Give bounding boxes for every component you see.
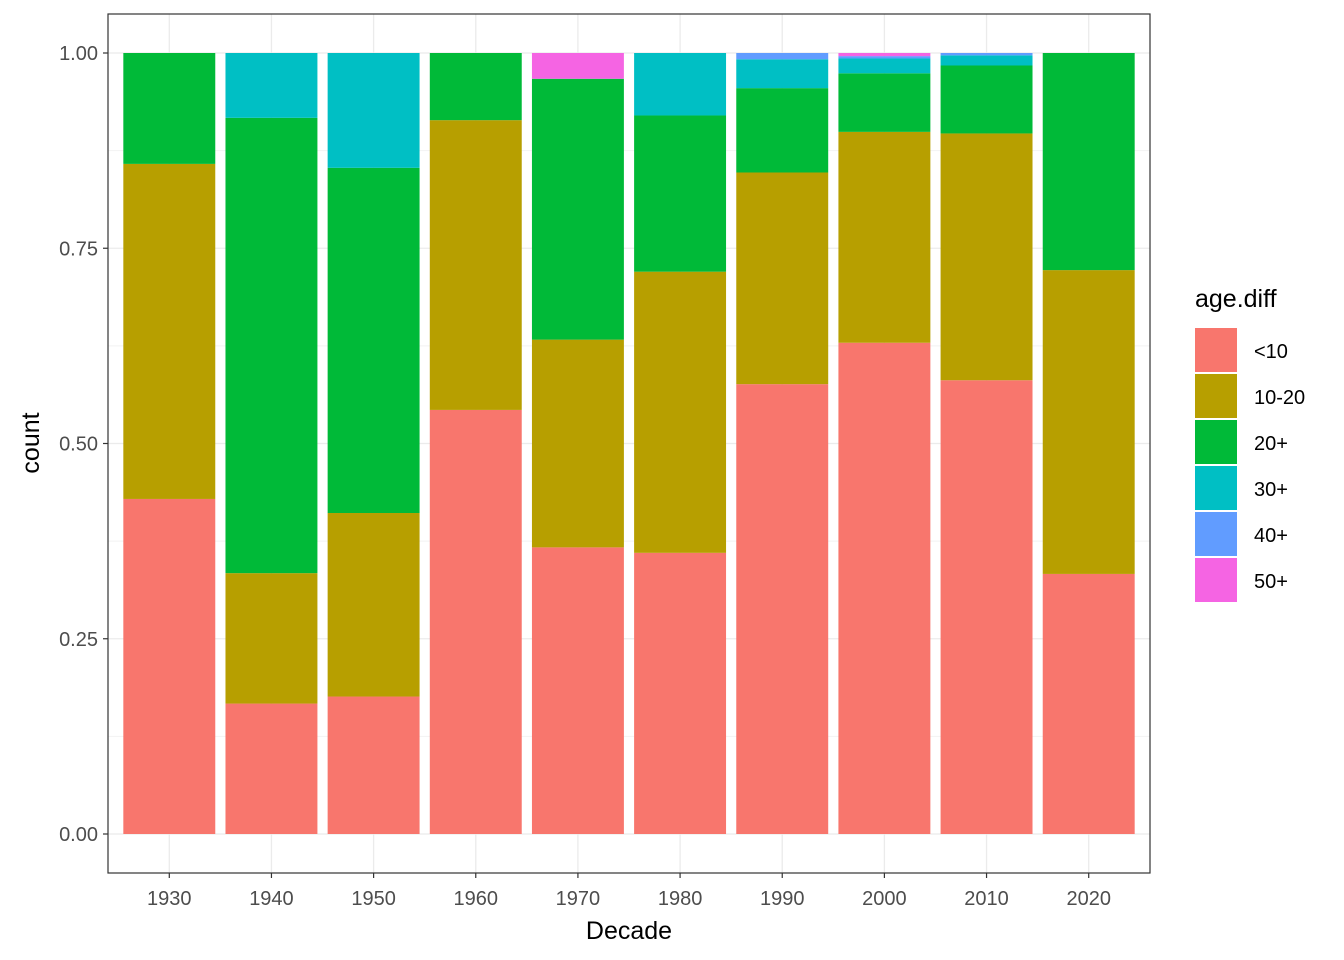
- x-tick-label: 1930: [147, 888, 192, 910]
- x-tick-label: 1950: [351, 888, 396, 910]
- bar-segment: [429, 120, 522, 410]
- bar-segment: [940, 53, 1033, 56]
- bar-segment: [327, 513, 420, 697]
- bar-segment: [838, 342, 931, 834]
- bar-segment: [634, 271, 727, 553]
- bar-segment: [123, 53, 216, 164]
- legend-label: 40+: [1254, 525, 1288, 547]
- y-tick-label: 1.00: [59, 43, 98, 65]
- bar-segment: [531, 53, 624, 79]
- legend-label: 30+: [1254, 479, 1288, 501]
- x-tick-label: 1970: [556, 888, 601, 910]
- legend-key: [1195, 558, 1237, 602]
- bar-segment: [940, 55, 1033, 66]
- bar-segment: [940, 133, 1033, 381]
- bar-segment: [838, 58, 931, 74]
- bars: [123, 53, 1135, 834]
- bar-segment: [123, 498, 216, 834]
- bar-segment: [1042, 53, 1135, 271]
- bar-segment: [225, 573, 318, 704]
- y-tick-label: 0.50: [59, 434, 98, 456]
- bar-segment: [225, 117, 318, 574]
- y-tick-label: 0.25: [59, 629, 98, 651]
- bar-segment: [531, 339, 624, 548]
- legend-key: [1195, 374, 1237, 418]
- y-tick-label: 0.00: [59, 824, 98, 846]
- x-tick-label: 2000: [862, 888, 907, 910]
- bar-segment: [838, 56, 931, 59]
- bar-segment: [838, 73, 931, 132]
- x-tick-label: 1960: [454, 888, 499, 910]
- bar-segment: [736, 59, 829, 89]
- bar-segment: [736, 88, 829, 173]
- legend-label: 10-20: [1254, 387, 1305, 409]
- x-tick-label: 1980: [658, 888, 703, 910]
- bar-segment: [429, 409, 522, 834]
- bar-segment: [634, 53, 727, 116]
- legend-key: [1195, 328, 1237, 372]
- legend-label: <10: [1254, 341, 1288, 363]
- x-tick-label: 2010: [964, 888, 1009, 910]
- bar-segment: [327, 53, 420, 168]
- bar-segment: [940, 65, 1033, 134]
- bar-segment: [1042, 270, 1135, 574]
- legend: age.diff <10 10-20 20+ 30+ 40+ 50+: [1195, 285, 1305, 602]
- x-axis-title: Decade: [586, 917, 672, 945]
- bar-segment: [838, 53, 931, 57]
- bar-segment: [225, 53, 318, 118]
- bar-segment: [634, 552, 727, 834]
- bar-segment: [1042, 573, 1135, 834]
- bar-segment: [736, 384, 829, 834]
- bar-segment: [531, 78, 624, 340]
- bar-segment: [123, 163, 216, 499]
- legend-key: [1195, 512, 1237, 556]
- bar-segment: [736, 53, 829, 60]
- bar-segment: [225, 703, 318, 834]
- bar-segment: [838, 131, 931, 343]
- bar-segment: [429, 53, 522, 121]
- x-tick-label: 1990: [760, 888, 805, 910]
- bar-segment: [940, 380, 1033, 834]
- y-tick-label: 0.75: [59, 238, 98, 260]
- x-tick-label: 1940: [249, 888, 294, 910]
- x-tick-label: 2020: [1066, 888, 1111, 910]
- axes: 0.00 0.25 0.50 0.75 1.00 1930 1940 1950 1960 1970…: [59, 43, 1111, 910]
- bar-segment: [327, 696, 420, 834]
- legend-label: 50+: [1254, 571, 1288, 593]
- legend-title: age.diff: [1195, 285, 1277, 313]
- bar-segment: [327, 167, 420, 514]
- legend-label: 20+: [1254, 433, 1288, 455]
- y-axis-title: count: [17, 412, 45, 473]
- bar-segment: [531, 547, 624, 834]
- bar-segment: [736, 172, 829, 385]
- legend-key: [1195, 466, 1237, 510]
- legend-key: [1195, 420, 1237, 464]
- bar-segment: [634, 115, 727, 272]
